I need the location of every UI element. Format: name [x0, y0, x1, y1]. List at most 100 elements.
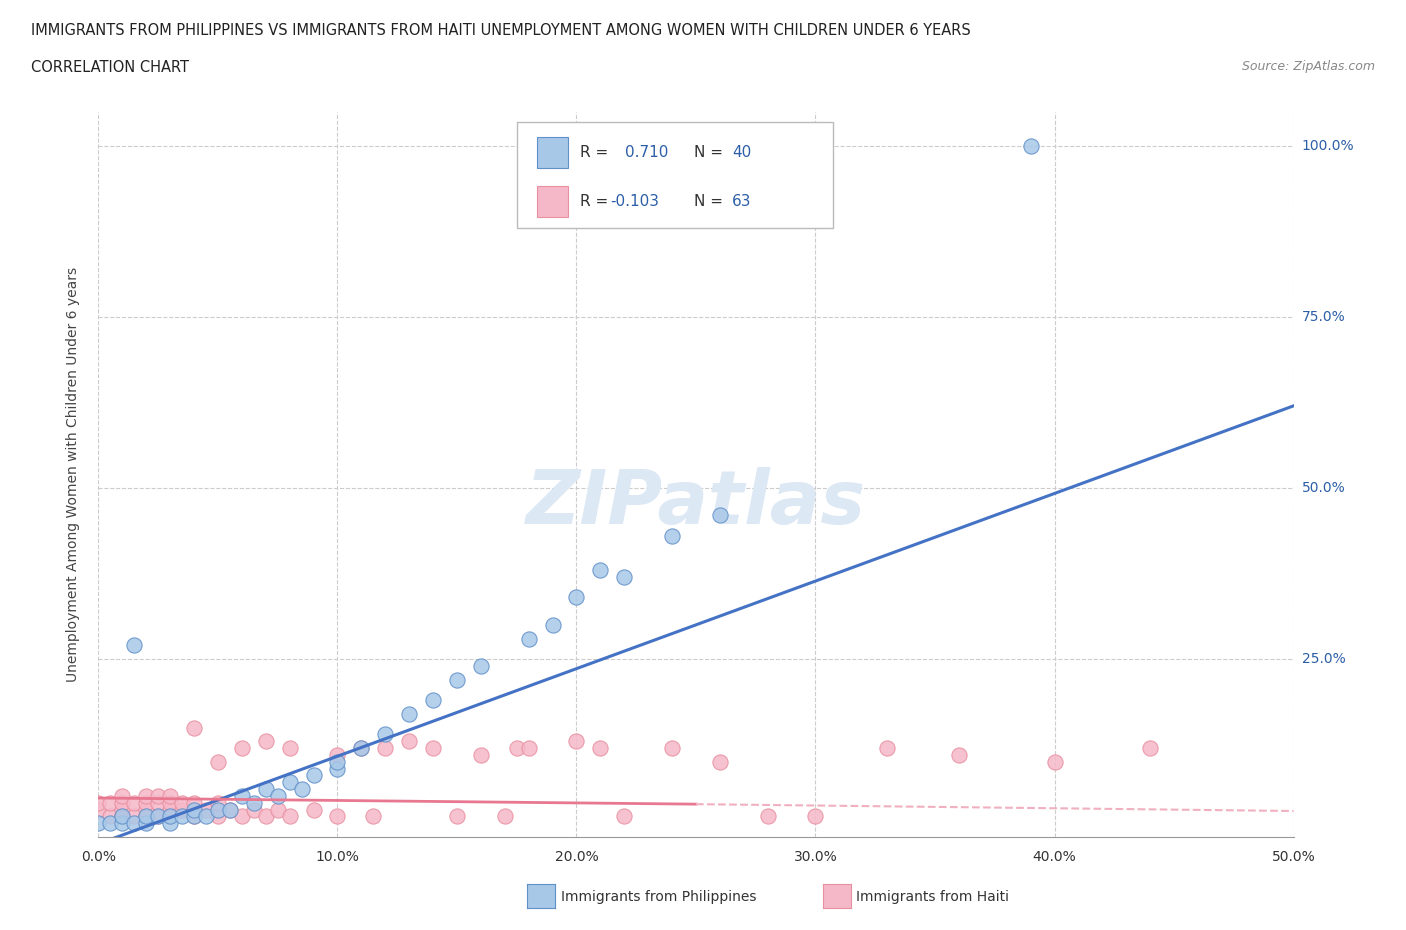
Point — [326, 754, 349, 769]
Point — [422, 740, 444, 755]
Point — [194, 809, 217, 824]
Point — [302, 768, 325, 783]
Point — [243, 795, 266, 810]
FancyBboxPatch shape — [537, 186, 568, 217]
Point — [135, 803, 157, 817]
Point — [135, 816, 157, 830]
Point — [135, 809, 157, 824]
Point — [278, 775, 301, 790]
Point — [159, 809, 181, 824]
Point — [231, 789, 253, 804]
Point — [254, 734, 277, 749]
Point — [470, 748, 492, 763]
Point — [183, 809, 205, 824]
Point — [517, 740, 540, 755]
Point — [422, 693, 444, 708]
Point — [207, 795, 229, 810]
Point — [183, 803, 205, 817]
Point — [243, 803, 266, 817]
Point — [111, 795, 134, 810]
Point — [194, 803, 217, 817]
Point — [124, 638, 146, 653]
Point — [207, 809, 229, 824]
Point — [948, 748, 970, 763]
Point — [278, 740, 301, 755]
Point — [98, 809, 122, 824]
Point — [267, 789, 290, 804]
Point — [326, 748, 349, 763]
Point — [278, 809, 301, 824]
Point — [613, 809, 636, 824]
Text: Immigrants from Philippines: Immigrants from Philippines — [561, 889, 756, 904]
Text: Source: ZipAtlas.com: Source: ZipAtlas.com — [1241, 60, 1375, 73]
Point — [87, 795, 110, 810]
Point — [219, 803, 242, 817]
Text: 75.0%: 75.0% — [1302, 310, 1346, 324]
Point — [290, 781, 312, 796]
Text: 25.0%: 25.0% — [1302, 652, 1346, 666]
FancyBboxPatch shape — [537, 138, 568, 167]
Point — [148, 789, 170, 804]
Point — [1019, 139, 1042, 153]
Point — [350, 740, 373, 755]
Text: N =: N = — [693, 194, 727, 209]
Text: R =: R = — [581, 145, 613, 160]
Point — [374, 727, 396, 742]
Y-axis label: Unemployment Among Women with Children Under 6 years: Unemployment Among Women with Children U… — [66, 267, 80, 682]
Point — [470, 658, 492, 673]
Point — [124, 809, 146, 824]
Point — [517, 631, 540, 646]
Point — [231, 809, 253, 824]
Text: CORRELATION CHART: CORRELATION CHART — [31, 60, 188, 75]
Point — [183, 795, 205, 810]
Text: ZIPatlas: ZIPatlas — [526, 467, 866, 539]
Point — [363, 809, 385, 824]
Point — [124, 795, 146, 810]
Point — [135, 795, 157, 810]
Point — [565, 734, 588, 749]
Point — [111, 803, 134, 817]
Point — [148, 795, 170, 810]
Point — [159, 816, 181, 830]
Point — [98, 816, 122, 830]
Point — [111, 789, 134, 804]
Point — [183, 809, 205, 824]
Point — [756, 809, 779, 824]
Point — [135, 809, 157, 824]
Point — [374, 740, 396, 755]
Point — [111, 816, 134, 830]
Text: -0.103: -0.103 — [610, 194, 659, 209]
Point — [172, 803, 194, 817]
Text: N =: N = — [693, 145, 727, 160]
Point — [302, 803, 325, 817]
Point — [589, 740, 612, 755]
Point — [87, 803, 110, 817]
Point — [159, 809, 181, 824]
Point — [589, 563, 612, 578]
Point — [207, 803, 229, 817]
Text: R =: R = — [581, 194, 613, 209]
FancyBboxPatch shape — [517, 123, 834, 228]
Point — [661, 528, 683, 543]
Point — [87, 816, 110, 830]
Point — [172, 795, 194, 810]
Point — [876, 740, 898, 755]
Point — [231, 740, 253, 755]
Point — [326, 809, 349, 824]
Text: 0.710: 0.710 — [626, 145, 669, 160]
Point — [613, 569, 636, 584]
Point — [98, 795, 122, 810]
Text: 100.0%: 100.0% — [1302, 139, 1354, 153]
Text: Immigrants from Haiti: Immigrants from Haiti — [856, 889, 1010, 904]
Point — [159, 795, 181, 810]
Point — [506, 740, 529, 755]
Point — [148, 809, 170, 824]
Point — [709, 508, 731, 523]
Point — [398, 707, 420, 722]
Point — [350, 740, 373, 755]
Point — [111, 809, 134, 824]
Point — [541, 618, 564, 632]
Point — [398, 734, 420, 749]
Point — [111, 809, 134, 824]
Point — [159, 789, 181, 804]
